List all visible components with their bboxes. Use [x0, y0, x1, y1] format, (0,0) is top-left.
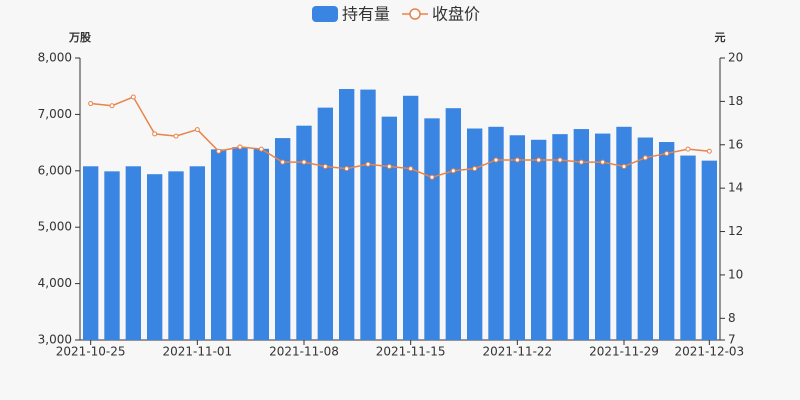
bar: [104, 171, 120, 340]
y-tick-label: 8,000: [38, 51, 72, 65]
legend-label: 持有量: [342, 5, 390, 24]
x-tick-label: 2021-10-25: [56, 345, 126, 359]
bar: [274, 138, 291, 340]
line-point: [386, 163, 392, 169]
line-point: [365, 161, 371, 167]
bar: [658, 142, 675, 340]
line-point: [194, 127, 200, 133]
legend-swatch: [312, 6, 338, 22]
bar: [573, 129, 590, 340]
line-point: [429, 174, 435, 180]
x-tick-label: 2021-11-08: [269, 345, 339, 359]
x-tick-label: 2021-11-22: [482, 345, 552, 359]
bar: [168, 171, 184, 340]
y2-tick-label: 7: [728, 333, 736, 347]
y-tick-label: 7,000: [38, 107, 72, 121]
line-point: [258, 146, 264, 152]
line-point: [685, 146, 691, 152]
bar: [680, 155, 696, 340]
y2-tick-label: 8: [728, 311, 736, 325]
line-point: [493, 157, 499, 163]
bar: [232, 147, 248, 340]
line-point: [130, 94, 136, 100]
y-axis-name: 万股: [68, 31, 92, 44]
y2-tick-label: 10: [728, 267, 743, 281]
bar: [637, 137, 654, 340]
y-tick-label: 3,000: [38, 333, 72, 347]
bar: [338, 89, 355, 341]
line-point: [514, 157, 520, 163]
bar: [253, 148, 270, 340]
line-point: [642, 155, 648, 161]
bar: [594, 133, 611, 340]
line-point: [88, 101, 94, 107]
line-point: [301, 159, 307, 165]
line-point: [664, 150, 670, 156]
y2-tick-label: 18: [728, 94, 743, 108]
line-point: [557, 157, 563, 163]
bar: [125, 166, 142, 340]
line-point: [152, 131, 158, 137]
line-point: [280, 159, 286, 165]
line-point: [344, 166, 350, 172]
line-point: [621, 163, 627, 169]
y2-tick-label: 20: [728, 51, 743, 65]
line-point: [237, 144, 243, 150]
x-tick-label: 2021-11-29: [589, 345, 659, 359]
line-point: [322, 163, 328, 169]
x-tick-label: 2021-11-01: [162, 345, 232, 359]
line-point: [600, 159, 606, 165]
bar: [402, 95, 419, 341]
y-tick-label: 5,000: [38, 220, 72, 234]
bar: [381, 116, 398, 340]
bar: [616, 126, 632, 340]
x-tick-label: 2021-12-03: [674, 345, 744, 359]
line-point: [173, 133, 179, 139]
bar: [317, 107, 334, 340]
bar: [488, 126, 504, 340]
y-tick-label: 6,000: [38, 163, 72, 177]
line-point: [109, 103, 115, 109]
line-point: [536, 157, 542, 163]
line-point: [408, 166, 414, 172]
bar: [445, 108, 462, 340]
bar: [82, 166, 99, 340]
y2-axis-name: 元: [715, 31, 726, 44]
bar: [146, 174, 163, 340]
bar: [509, 135, 526, 340]
line-point: [472, 166, 478, 172]
line-point: [578, 159, 584, 165]
line-point: [706, 148, 712, 154]
bar: [210, 149, 227, 340]
y-tick-label: 4,000: [38, 276, 72, 290]
bar: [360, 89, 376, 340]
bar: [701, 160, 718, 340]
bar: [189, 166, 206, 340]
x-tick-label: 2021-11-15: [376, 345, 446, 359]
bar: [296, 125, 312, 341]
line-point: [450, 168, 456, 174]
bar: [466, 128, 483, 340]
legend-label: 收盘价: [432, 5, 480, 24]
bar: [530, 139, 547, 340]
line-point: [216, 148, 222, 154]
y2-tick-label: 16: [728, 137, 743, 151]
y2-tick-label: 12: [728, 224, 743, 238]
bar: [424, 118, 440, 341]
legend-swatch: [409, 8, 421, 20]
bar: [552, 134, 568, 340]
y2-tick-label: 14: [728, 181, 743, 195]
line: [90, 96, 710, 179]
